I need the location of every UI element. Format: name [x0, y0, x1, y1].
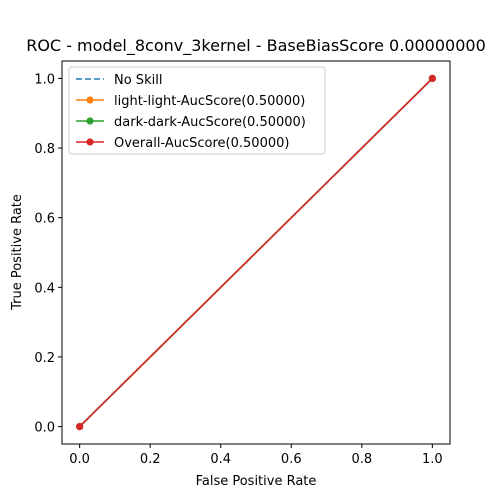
x-tick-label: 0.6: [281, 452, 302, 467]
x-tick-label: 0.2: [140, 452, 161, 467]
legend-marker-2: [86, 117, 94, 125]
legend-label-1: light-light-AucScore(0.50000): [114, 94, 305, 109]
y-tick-label: 0.0: [34, 421, 55, 436]
x-tick-label: 1.0: [422, 452, 443, 467]
y-tick-label: 0.4: [34, 281, 55, 296]
y-tick-label: 0.2: [34, 351, 55, 366]
y-tick-label: 1.0: [34, 72, 55, 87]
legend-label-0: No Skill: [114, 73, 162, 88]
legend-label-2: dark-dark-AucScore(0.50000): [114, 115, 306, 130]
x-axis-label: False Positive Rate: [196, 474, 317, 489]
x-tick-label: 0.4: [210, 452, 231, 467]
y-axis-label: True Positive Rate: [10, 194, 25, 311]
series-point-3: [76, 422, 84, 431]
legend-marker-1: [86, 96, 94, 104]
x-tick-label: 0.0: [69, 452, 90, 467]
y-tick-label: 0.8: [34, 142, 55, 157]
y-axis-ticks: 0.0 0.2 0.4 0.6 0.8 1.0: [34, 72, 62, 436]
x-tick-label: 0.8: [351, 452, 372, 467]
y-tick-label: 0.6: [34, 212, 55, 227]
legend-label-3: Overall-AucScore(0.50000): [114, 136, 289, 151]
series-layer: [76, 74, 436, 431]
chart-title: ROC - model_8conv_3kernel - BaseBiasScor…: [26, 36, 486, 56]
x-axis-ticks: 0.0 0.2 0.4 0.6 0.8 1.0: [69, 444, 443, 467]
series-line-3: [79, 77, 433, 428]
series-point-3: [428, 74, 436, 83]
legend-box: [68, 66, 326, 155]
legend-marker-3: [86, 138, 94, 146]
legend: No Skill light-light-AucScore(0.50000) dar…: [68, 66, 326, 155]
legend-items: No Skill light-light-AucScore(0.50000) dar…: [76, 73, 306, 151]
